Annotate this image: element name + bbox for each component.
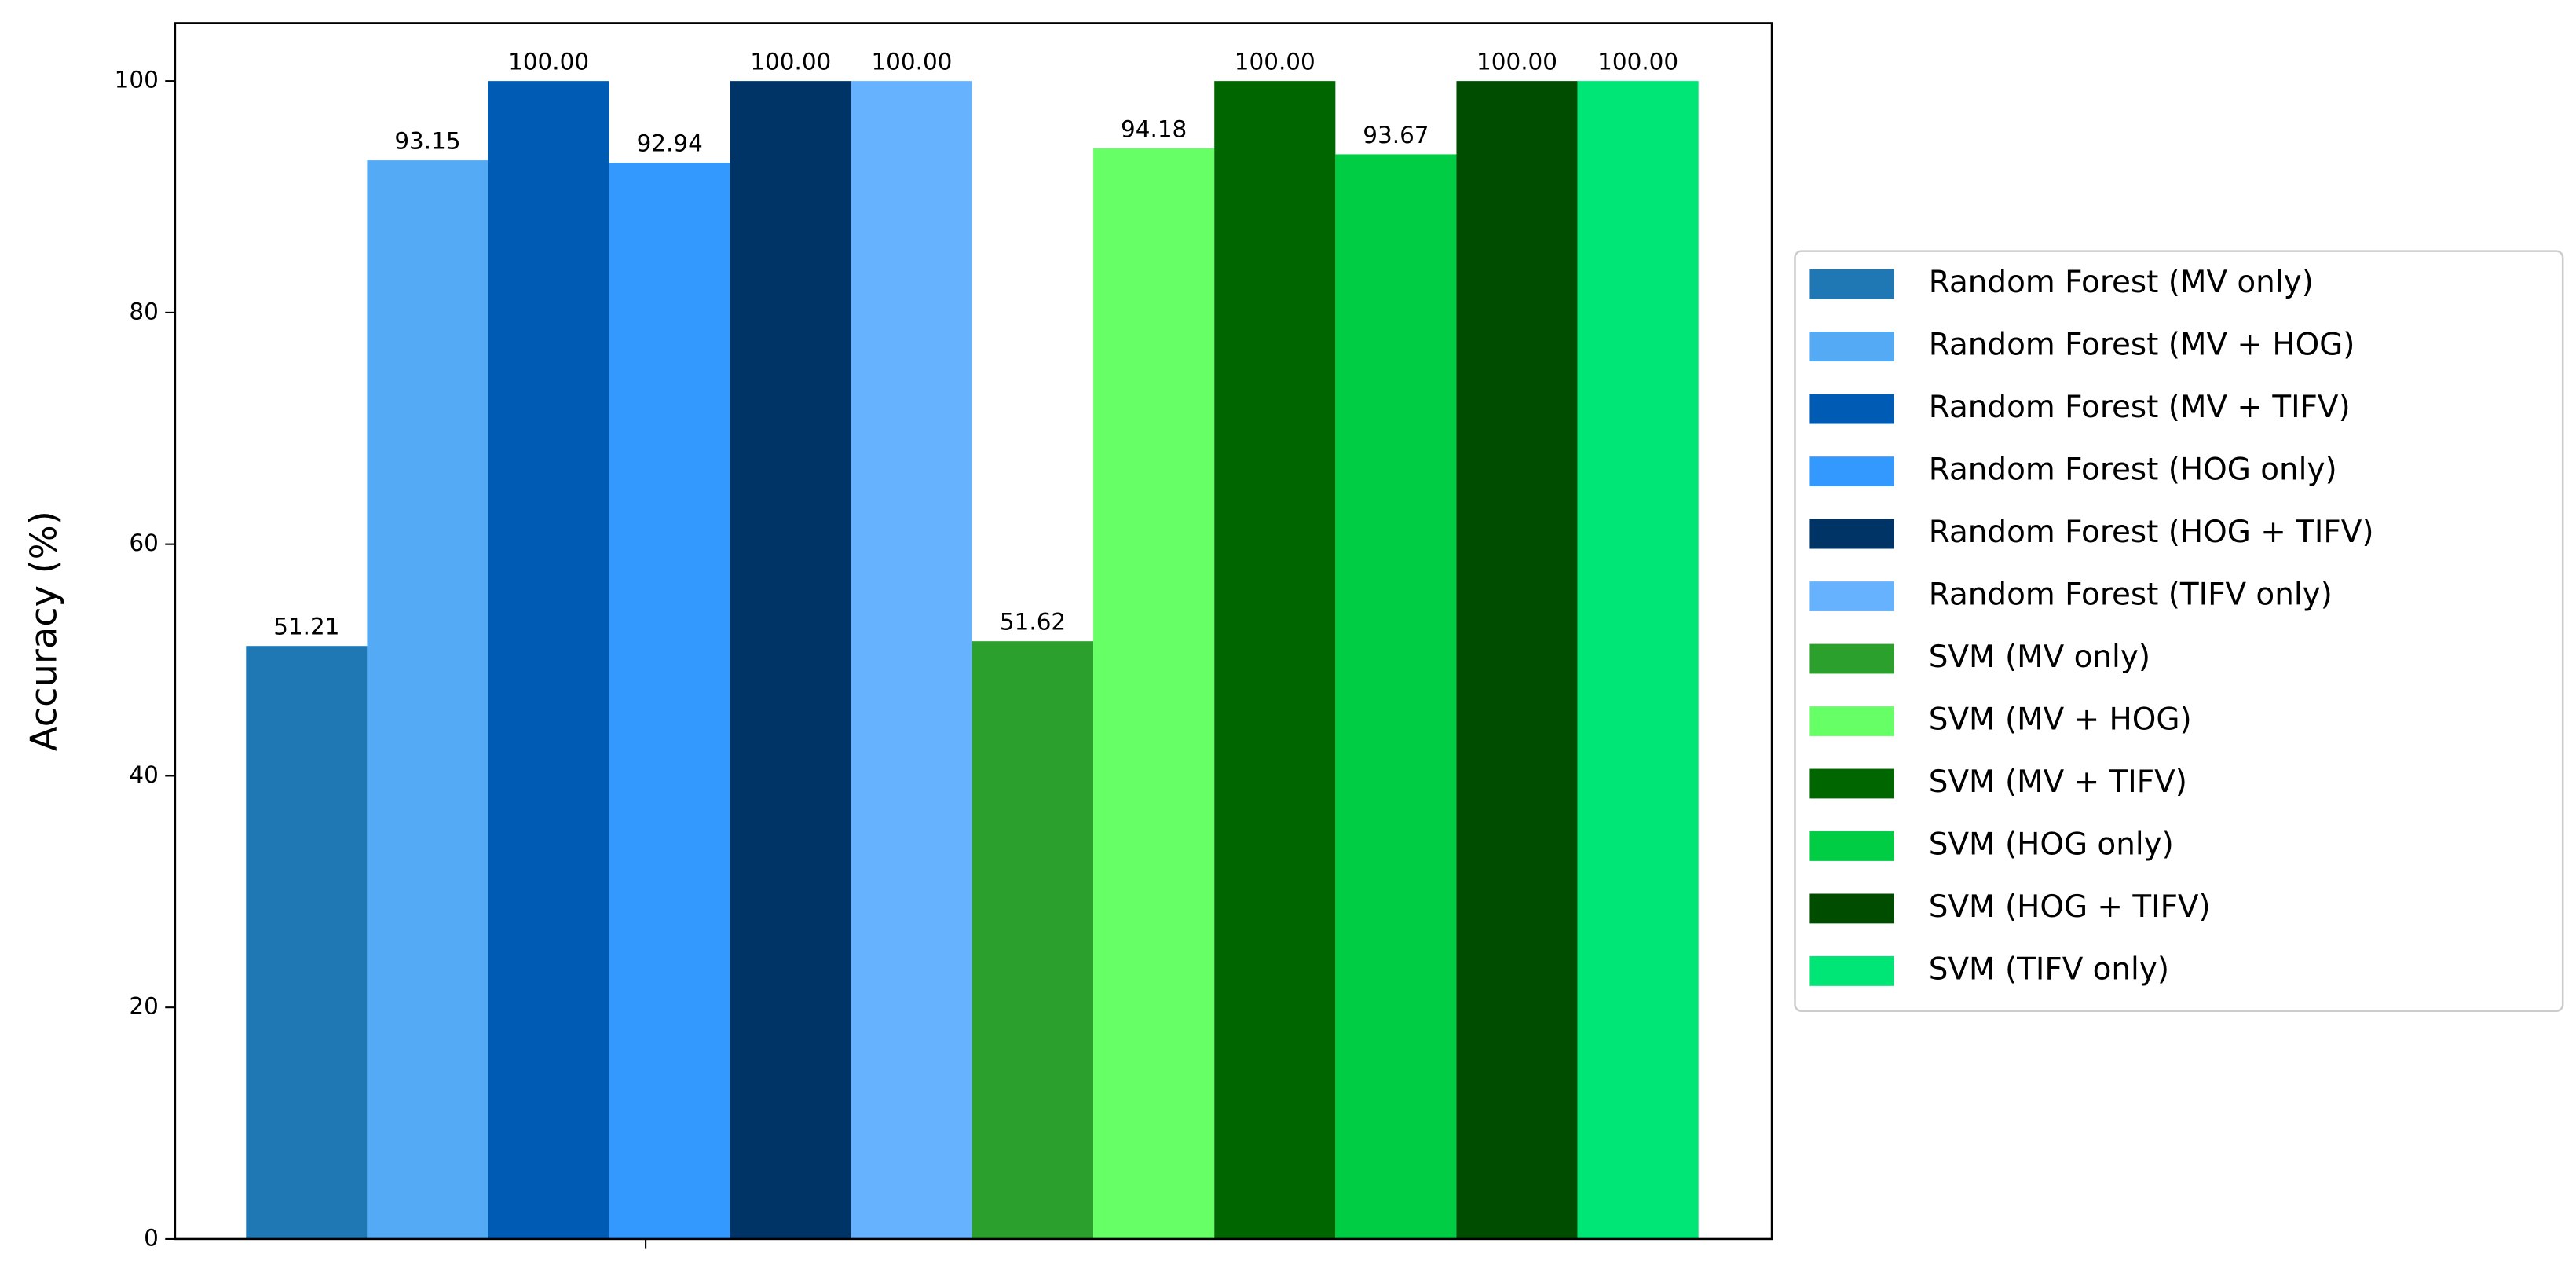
bar (367, 160, 488, 1239)
value-label: 93.15 (394, 127, 460, 154)
legend-swatch (1809, 456, 1894, 487)
legend-label: SVM (TIFV only) (1929, 951, 2169, 987)
legend-label: Random Forest (MV + HOG) (1929, 328, 2355, 363)
value-label: 100.00 (1476, 49, 1557, 75)
value-label: 51.62 (1000, 609, 1066, 636)
value-label: 92.94 (637, 130, 703, 157)
legend-label: Random Forest (HOG + TIFV) (1929, 515, 2374, 550)
y-tick-label: 20 (129, 993, 158, 1020)
value-label: 51.21 (273, 614, 339, 640)
bar (1093, 148, 1215, 1239)
legend-swatch (1809, 519, 1894, 549)
legend-label: SVM (MV + TIFV) (1929, 764, 2187, 800)
legend-label: Random Forest (TIFV only) (1929, 577, 2333, 613)
legend-swatch (1809, 893, 1894, 924)
legend-label: Random Forest (MV only) (1929, 265, 2314, 300)
value-label: 100.00 (508, 49, 589, 75)
legend-swatch (1809, 394, 1894, 424)
value-label: 94.18 (1121, 115, 1187, 142)
bar (246, 646, 368, 1239)
plot-frame (174, 22, 1773, 1241)
bar (1335, 154, 1457, 1239)
value-label: 100.00 (750, 49, 831, 75)
legend-label: Random Forest (HOG only) (1929, 453, 2337, 488)
bar (1577, 81, 1699, 1239)
legend-swatch (1809, 955, 1894, 986)
value-label: 100.00 (1235, 49, 1315, 75)
value-label: 93.67 (1363, 122, 1429, 148)
legend-swatch (1809, 581, 1894, 611)
legend-label: Random Forest (MV + TIFV) (1929, 390, 2351, 425)
bar (488, 81, 609, 1239)
y-tick-label: 40 (129, 761, 158, 788)
legend: Random Forest (MV only) Random Forest (MV… (1794, 250, 2564, 1013)
value-label: 100.00 (871, 49, 952, 75)
y-axis-label: Accuracy (%) (22, 511, 64, 751)
y-tick-label: 100 (115, 67, 159, 93)
y-tick-label: 0 (144, 1224, 159, 1251)
bar (609, 163, 730, 1239)
legend-swatch (1809, 332, 1894, 362)
legend-box (1794, 250, 2564, 1013)
legend-swatch (1809, 831, 1894, 861)
legend-swatch (1809, 706, 1894, 736)
y-tick-label: 60 (129, 530, 158, 556)
legend-swatch (1809, 269, 1894, 299)
legend-label: SVM (HOG + TIFV) (1929, 889, 2211, 925)
y-tick-label: 80 (129, 298, 158, 324)
bar (851, 81, 972, 1239)
bar (1214, 81, 1336, 1239)
bar (971, 641, 1094, 1239)
value-label: 100.00 (1597, 49, 1678, 75)
legend-swatch (1809, 768, 1894, 799)
legend-label: SVM (MV + HOG) (1929, 702, 2192, 737)
bar (730, 81, 851, 1239)
legend-label: SVM (MV only) (1929, 640, 2150, 675)
bar (1456, 81, 1578, 1239)
legend-label: SVM (HOG only) (1929, 827, 2174, 862)
legend-swatch (1809, 643, 1894, 674)
